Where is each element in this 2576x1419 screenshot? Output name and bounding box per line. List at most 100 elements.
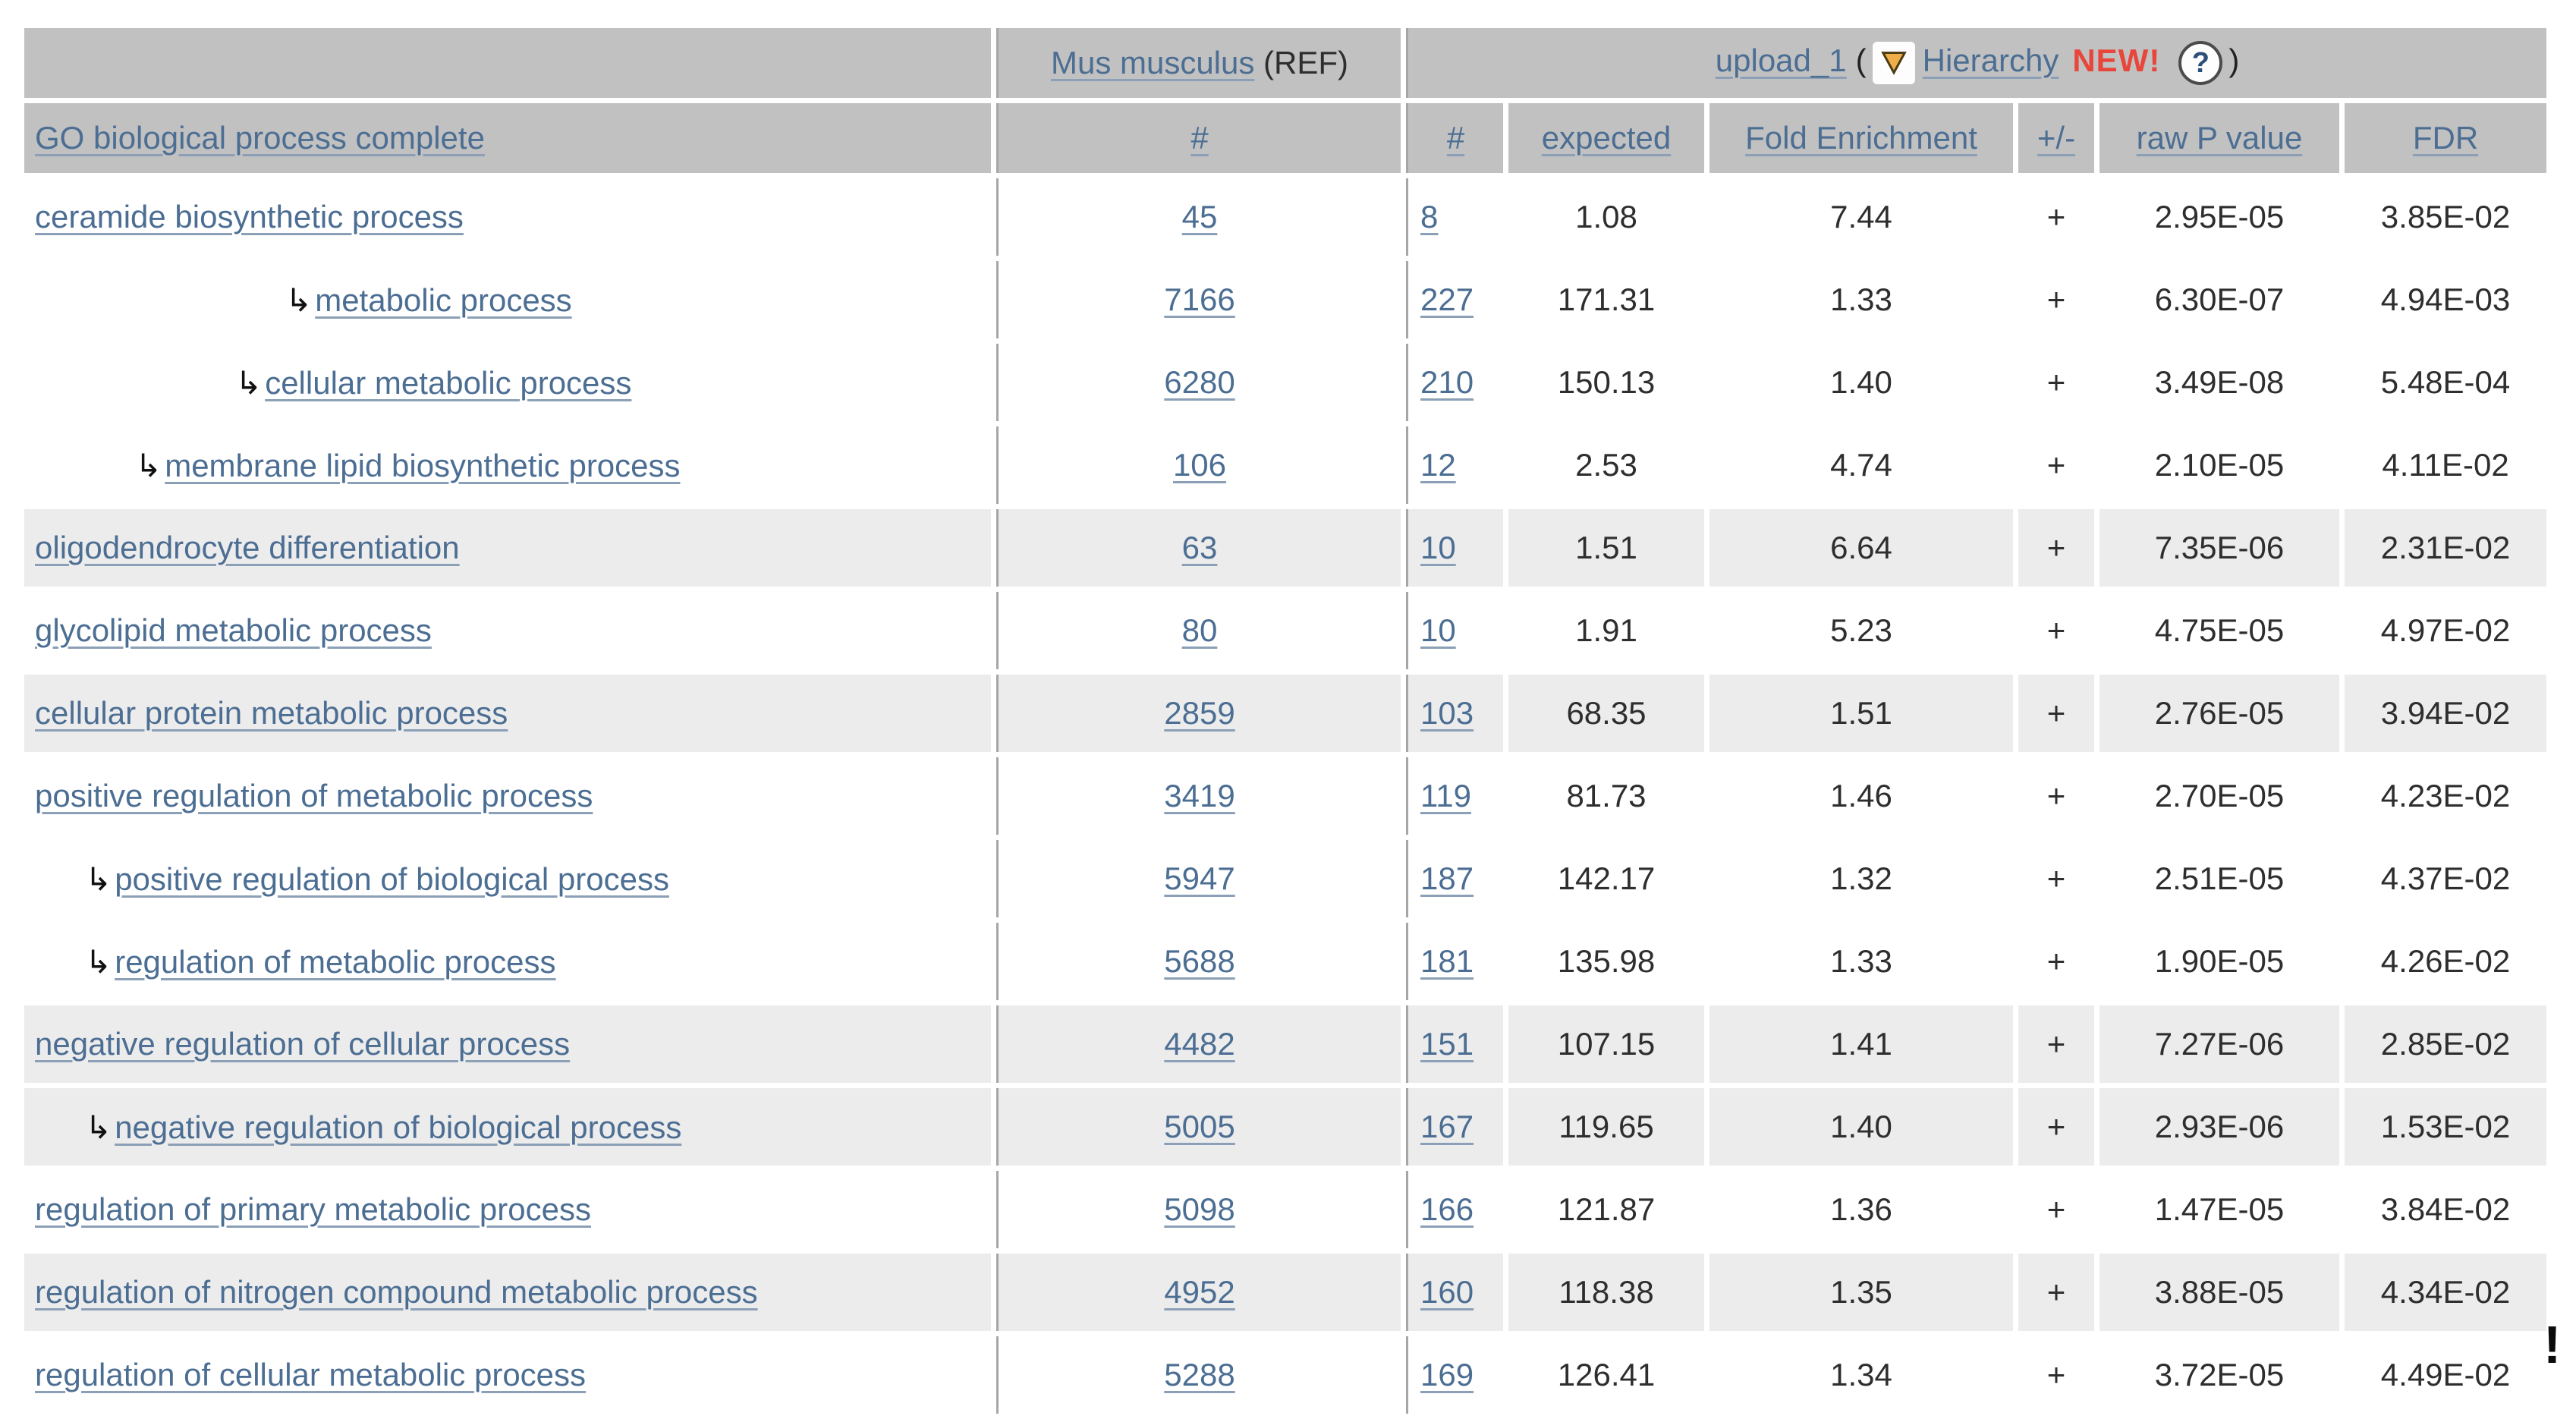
expected-cell: 150.13 (1508, 344, 1704, 421)
sign-cell: + (2018, 426, 2094, 504)
ref-count-link[interactable]: 4952 (1164, 1274, 1235, 1310)
go-term-link[interactable]: cellular metabolic process (265, 364, 632, 401)
column-header-term-link[interactable]: GO biological process complete (35, 120, 485, 156)
sign-cell: + (2018, 1336, 2094, 1414)
count-link[interactable]: 12 (1420, 447, 1456, 483)
ref-species-link[interactable]: Mus musculus (1050, 45, 1255, 80)
ref-count-link[interactable]: 7166 (1164, 282, 1235, 317)
count-cell: 8 (1406, 178, 1503, 256)
upload-link[interactable]: upload_1 (1715, 42, 1847, 79)
expected-value: 1.51 (1575, 530, 1637, 565)
go-term-link[interactable]: negative regulation of biological proces… (115, 1109, 682, 1145)
plus-minus-value: + (2046, 1109, 2066, 1144)
ref-count-cell: 2859 (996, 675, 1401, 752)
column-header-fold-link[interactable]: Fold Enrichment (1745, 120, 1977, 156)
go-term-link[interactable]: positive regulation of metabolic process (35, 778, 593, 813)
column-header-ref-count: # (996, 103, 1401, 173)
column-header-fdr-link[interactable]: FDR (2412, 120, 2479, 156)
go-term-link[interactable]: ceramide biosynthetic process (35, 199, 464, 234)
expected-value: 118.38 (1558, 1274, 1654, 1310)
count-link[interactable]: 8 (1420, 199, 1439, 234)
go-term-link[interactable]: glycolipid metabolic process (35, 612, 432, 648)
raw-p-value: 2.51E-05 (2154, 861, 2285, 896)
ref-count-link[interactable]: 4482 (1164, 1026, 1235, 1062)
count-link[interactable]: 181 (1420, 943, 1474, 979)
ref-count-cell: 63 (996, 509, 1401, 587)
ref-count-link[interactable]: 5688 (1164, 943, 1235, 979)
count-link[interactable]: 160 (1420, 1274, 1474, 1310)
fold-enrichment-value: 5.23 (1830, 612, 1892, 648)
expected-value: 1.91 (1575, 612, 1637, 648)
hierarchy-link[interactable]: Hierarchy (1922, 42, 2059, 79)
count-link[interactable]: 10 (1420, 612, 1456, 648)
ref-count-link[interactable]: 5098 (1164, 1191, 1235, 1227)
help-icon[interactable]: ? (2178, 41, 2223, 85)
fdr-cell: 4.97E-02 (2345, 592, 2547, 669)
ref-count-link[interactable]: 2859 (1164, 695, 1235, 731)
count-link[interactable]: 210 (1420, 364, 1474, 400)
hierarchy-triangle-icon[interactable] (1872, 42, 1915, 84)
count-link[interactable]: 119 (1420, 778, 1471, 813)
fdr-cell: 3.84E-02 (2345, 1171, 2547, 1248)
fdr-value: 2.31E-02 (2380, 530, 2511, 565)
go-term-link[interactable]: regulation of cellular metabolic process (35, 1357, 587, 1392)
ref-count-link[interactable]: 45 (1181, 199, 1218, 234)
go-term-link[interactable]: oligodendrocyte differentiation (35, 530, 460, 565)
ref-count-link[interactable]: 106 (1172, 447, 1227, 483)
count-link[interactable]: 227 (1420, 282, 1474, 317)
go-term-link[interactable]: regulation of metabolic process (115, 943, 556, 980)
count-link[interactable]: 166 (1420, 1191, 1474, 1227)
plus-minus-value: + (2046, 778, 2066, 813)
fold-cell: 1.36 (1709, 1171, 2013, 1248)
count-cell: 187 (1406, 840, 1503, 917)
count-cell: 151 (1406, 1005, 1503, 1083)
expected-cell: 118.38 (1508, 1254, 1704, 1331)
go-term-link[interactable]: positive regulation of biological proces… (115, 861, 669, 897)
sign-cell: + (2018, 1171, 2094, 1248)
ref-count-link[interactable]: 5288 (1164, 1357, 1235, 1392)
count-link[interactable]: 169 (1420, 1357, 1474, 1392)
ref-count-link[interactable]: 5947 (1164, 861, 1235, 896)
table-row: ↳metabolic process 7166 227 171.31 1.33 +6.30… (24, 261, 2547, 338)
sign-cell: + (2018, 1254, 2094, 1331)
raw-p-cell: 2.70E-05 (2099, 757, 2339, 835)
count-link[interactable]: 167 (1420, 1109, 1474, 1144)
ref-count-link[interactable]: 5005 (1164, 1109, 1235, 1144)
go-term-link[interactable]: cellular protein metabolic process (35, 695, 508, 731)
count-link[interactable]: 10 (1420, 530, 1456, 565)
go-term-link[interactable]: membrane lipid biosynthetic process (165, 447, 681, 483)
expected-value: 107.15 (1557, 1026, 1656, 1062)
ref-count-cell: 5098 (996, 1171, 1401, 1248)
go-term-link[interactable]: regulation of nitrogen compound metaboli… (35, 1274, 758, 1310)
fold-enrichment-value: 1.32 (1830, 861, 1892, 896)
fdr-value: 4.26E-02 (2380, 943, 2511, 979)
ref-count-link[interactable]: 63 (1181, 530, 1218, 565)
table-row: ceramide biosynthetic process 45 8 1.08 7.44… (24, 178, 2547, 256)
raw-p-value: 2.70E-05 (2154, 778, 2285, 813)
fold-cell: 1.40 (1709, 1088, 2013, 1166)
count-cell: 103 (1406, 675, 1503, 752)
ref-count-link[interactable]: 6280 (1164, 364, 1235, 400)
count-link[interactable]: 187 (1420, 861, 1474, 896)
count-link[interactable]: 151 (1420, 1026, 1474, 1062)
column-header-fold: Fold Enrichment (1709, 103, 2013, 173)
raw-p-cell: 3.88E-05 (2099, 1254, 2339, 1331)
column-header-raw-p-link[interactable]: raw P value (2136, 120, 2303, 156)
go-term-link[interactable]: regulation of primary metabolic process (35, 1191, 591, 1227)
expected-value: 171.31 (1557, 282, 1656, 317)
column-header-expected-link[interactable]: expected (1541, 120, 1672, 156)
column-header-ref-count-link[interactable]: # (1190, 120, 1209, 156)
expected-value: 2.53 (1575, 447, 1637, 483)
column-header-count-link[interactable]: # (1446, 120, 1465, 156)
ref-count-cell: 4482 (996, 1005, 1401, 1083)
go-term-link[interactable]: metabolic process (315, 282, 572, 318)
plus-minus-value: + (2046, 695, 2066, 731)
go-term-link[interactable]: negative regulation of cellular process (35, 1026, 571, 1062)
expected-cell: 121.87 (1508, 1171, 1704, 1248)
ref-count-link[interactable]: 80 (1181, 612, 1218, 648)
ref-count-link[interactable]: 3419 (1164, 778, 1235, 813)
fold-cell: 5.23 (1709, 592, 2013, 669)
column-header-count: # (1406, 103, 1503, 173)
column-header-plus-minus-link[interactable]: +/- (2037, 120, 2076, 156)
count-link[interactable]: 103 (1420, 695, 1474, 731)
